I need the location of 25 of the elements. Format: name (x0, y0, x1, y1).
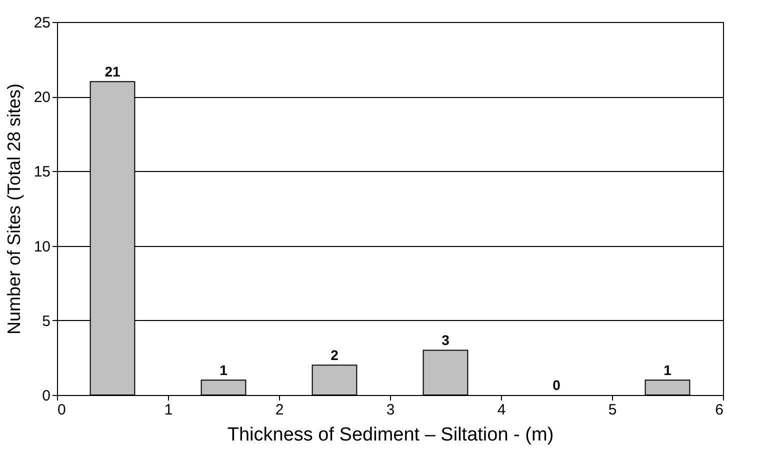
data-label: 2 (330, 347, 339, 364)
x-tick-label: 1 (164, 402, 173, 418)
bar (644, 380, 690, 396)
bar (422, 350, 468, 396)
y-tick-label: 10 (34, 238, 50, 256)
data-label: 0 (552, 377, 561, 393)
x-tick-label: 3 (386, 402, 395, 418)
data-label: 3 (442, 332, 450, 348)
y-tick-label: 5 (42, 312, 50, 330)
y-axis-title: Number of Sites (Total 28 sites) (4, 83, 24, 335)
x-tick-label: 2 (275, 402, 284, 418)
y-tick-label: 20 (34, 89, 50, 106)
x-axis-title: Thickness of Sediment – Siltation - (m) (227, 424, 554, 446)
data-label: 1 (664, 362, 672, 378)
data-label: 1 (220, 362, 228, 378)
y-tick-label: 15 (34, 164, 50, 181)
data-label: 21 (104, 64, 120, 80)
x-tick-label: 6 (715, 402, 724, 418)
y-tick-label: 0 (42, 388, 50, 404)
x-tick-label: 4 (497, 402, 506, 418)
bar (200, 380, 246, 396)
x-tick-label: 5 (608, 402, 617, 418)
y-tick-label: 25 (34, 14, 50, 32)
bar (312, 364, 358, 396)
x-tick-label: 0 (58, 402, 66, 418)
